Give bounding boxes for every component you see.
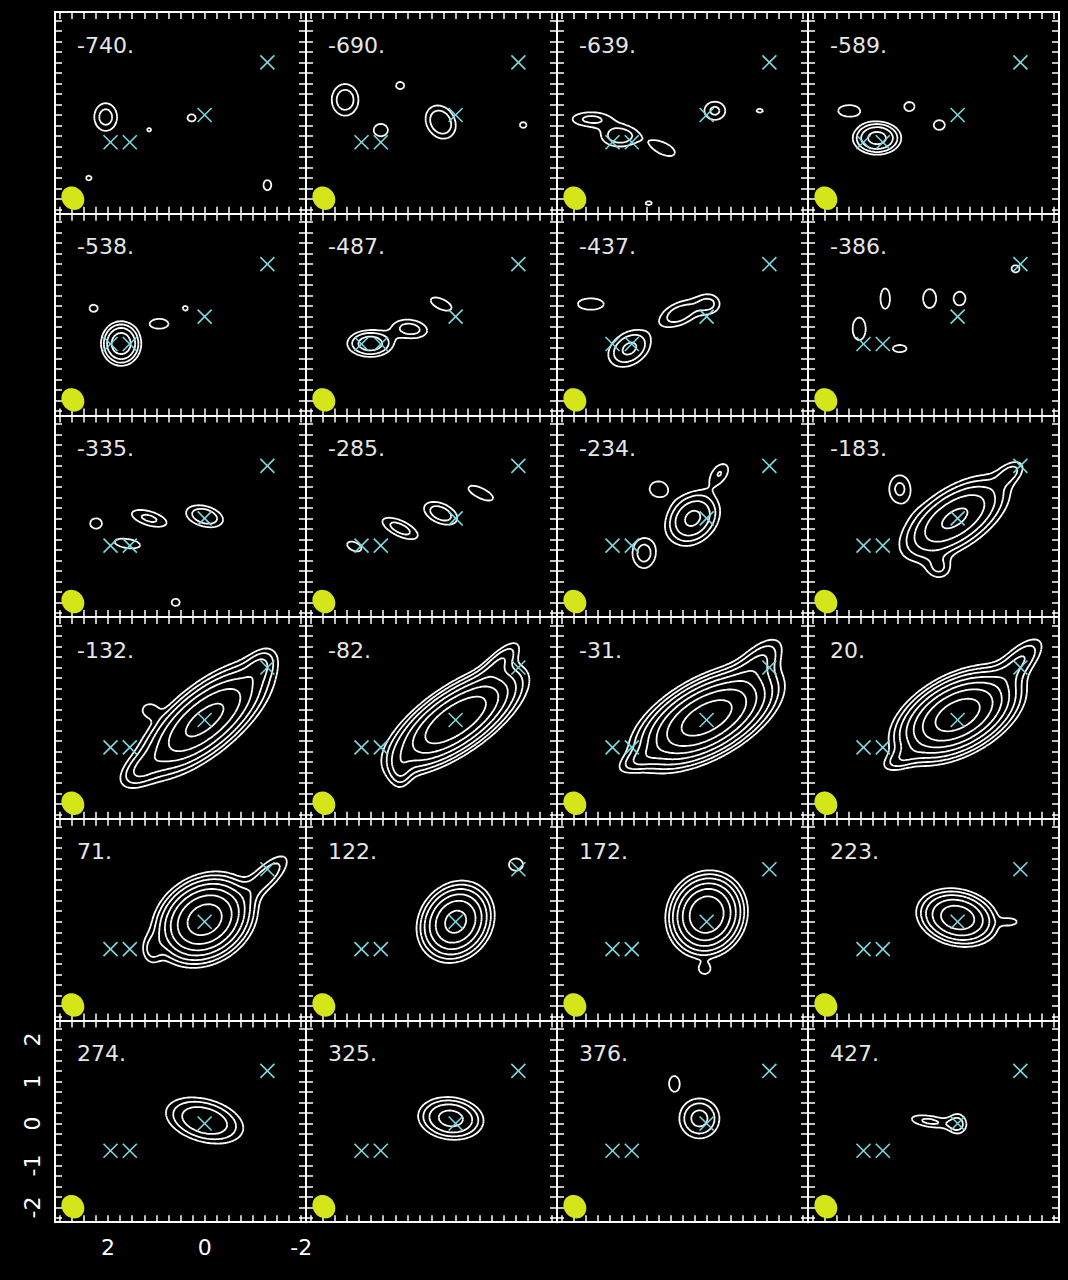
svg-text:376.: 376. (579, 1041, 628, 1066)
svg-text:0: 0 (20, 1116, 45, 1130)
svg-text:2: 2 (20, 1032, 45, 1046)
svg-text:122.: 122. (328, 839, 377, 864)
svg-text:-2: -2 (290, 1235, 312, 1260)
svg-text:-132.: -132. (77, 638, 134, 663)
svg-text:-31.: -31. (579, 638, 622, 663)
svg-text:-2: -2 (20, 1197, 45, 1219)
svg-text:-690.: -690. (328, 33, 385, 58)
svg-text:-538.: -538. (77, 234, 134, 259)
svg-text:1: 1 (20, 1074, 45, 1088)
svg-text:223.: 223. (830, 839, 879, 864)
svg-text:-740.: -740. (77, 33, 134, 58)
svg-text:0: 0 (198, 1235, 212, 1260)
svg-text:-335.: -335. (77, 436, 134, 461)
svg-text:-639.: -639. (579, 33, 636, 58)
svg-text:325.: 325. (328, 1041, 377, 1066)
svg-text:274.: 274. (77, 1041, 126, 1066)
svg-text:20.: 20. (830, 638, 865, 663)
svg-text:427.: 427. (830, 1041, 879, 1066)
svg-text:172.: 172. (579, 839, 628, 864)
svg-text:-386.: -386. (830, 234, 887, 259)
svg-text:-1: -1 (20, 1155, 45, 1177)
svg-text:-285.: -285. (328, 436, 385, 461)
svg-text:2: 2 (101, 1235, 115, 1260)
svg-text:-234.: -234. (579, 436, 636, 461)
svg-text:-183.: -183. (830, 436, 887, 461)
svg-text:71.: 71. (77, 839, 112, 864)
svg-text:-437.: -437. (579, 234, 636, 259)
svg-text:-487.: -487. (328, 234, 385, 259)
svg-text:-589.: -589. (830, 33, 887, 58)
svg-text:-82.: -82. (328, 638, 371, 663)
